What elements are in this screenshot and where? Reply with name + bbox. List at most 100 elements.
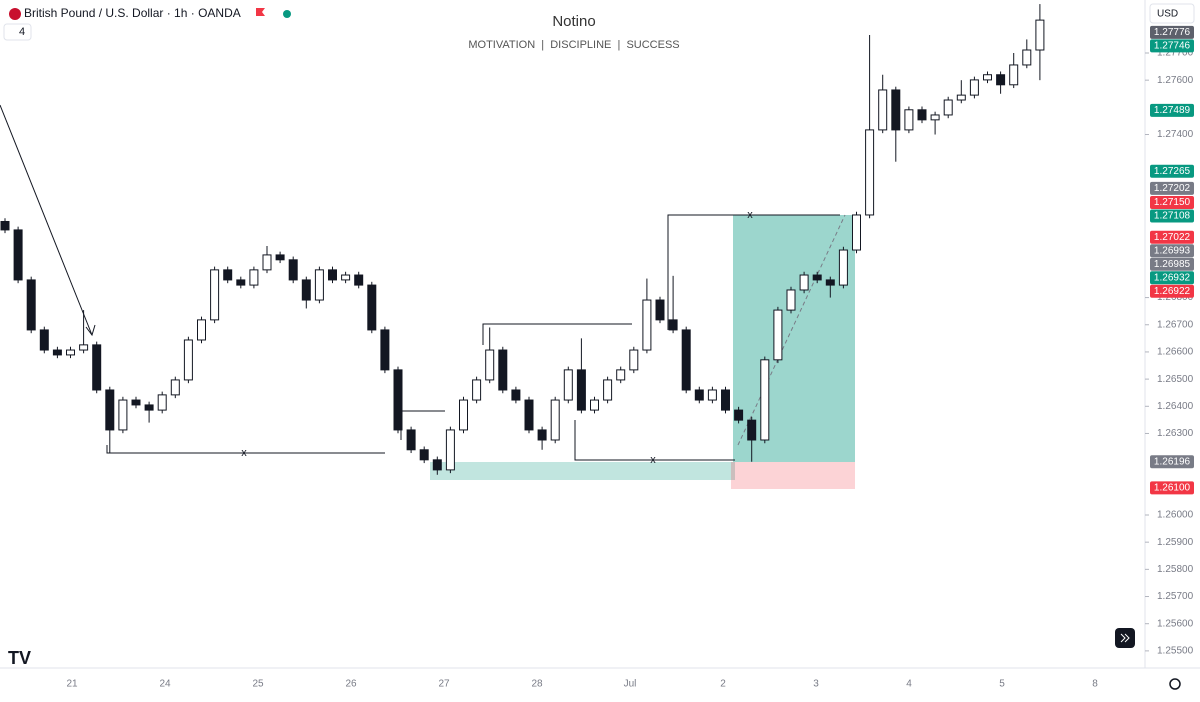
level-line [106, 445, 385, 454]
price-label: 1.26196 [1154, 456, 1191, 467]
y-tick-label: 1.26700 [1157, 319, 1194, 330]
candle-body [825, 279, 835, 286]
price-label: 1.27776 [1154, 27, 1191, 38]
candle-body [838, 249, 848, 286]
candle-body [406, 429, 416, 451]
candle-body [223, 269, 233, 281]
candle-body [707, 389, 717, 401]
symbol-title: British Pound / U.S. Dollar · 1h · OANDA [24, 6, 241, 20]
candle-body [459, 399, 468, 431]
candle-body [511, 389, 521, 401]
candle-body [131, 399, 141, 406]
candle-body [39, 329, 49, 351]
loss-zone [731, 462, 855, 489]
x-tick-label: 26 [345, 679, 357, 690]
price-label: 1.27265 [1154, 166, 1191, 177]
price-label-box [1150, 455, 1194, 469]
candle-body [249, 269, 259, 286]
candle-body [812, 274, 822, 281]
level-label: x [241, 447, 247, 459]
price-label-box [1150, 284, 1194, 298]
candle-body [498, 349, 508, 391]
price-label-box [1150, 39, 1194, 53]
candle-body [26, 279, 36, 331]
candle-body [524, 399, 534, 431]
candle-body [472, 379, 482, 401]
y-tick-label: 1.25800 [1157, 564, 1194, 575]
candle-body [275, 254, 285, 261]
candle-body [760, 359, 770, 441]
candle-body [786, 289, 796, 311]
y-tick-label: 1.27600 [1157, 75, 1194, 86]
candle-body [904, 109, 914, 131]
x-tick-label: 24 [159, 679, 171, 690]
candle-body [380, 329, 390, 371]
candle-body [603, 379, 613, 401]
market-flag [256, 8, 265, 16]
candle-body [13, 229, 23, 281]
candle-body [0, 220, 10, 231]
price-label-box [1150, 164, 1194, 178]
currency-button[interactable] [1149, 3, 1195, 24]
x-tick-label: 3 [813, 679, 819, 690]
candle-body [144, 404, 154, 411]
candle-body [930, 114, 940, 121]
candle-body [956, 94, 966, 101]
logo: TV [8, 648, 31, 668]
candle-body [721, 389, 730, 411]
candle-body [917, 109, 927, 121]
y-tick-label: 1.25500 [1157, 646, 1194, 657]
price-label: 1.27108 [1154, 211, 1191, 222]
plot: 1.277001.276001.274001.268001.267001.266… [0, 4, 1194, 690]
candle-body [354, 274, 364, 286]
candle-body [183, 339, 193, 381]
price-label: 1.27150 [1154, 197, 1191, 208]
candle-body [891, 89, 901, 131]
candle-body [616, 369, 626, 381]
candle-body [92, 344, 102, 391]
price-label-box [1150, 257, 1194, 271]
candle-body [590, 399, 599, 411]
candle-body [655, 299, 665, 321]
price-label: 1.27022 [1154, 232, 1191, 243]
range-line [482, 323, 632, 345]
candle-body [969, 79, 979, 96]
candle-body [537, 429, 547, 441]
currency: USD [1157, 9, 1178, 20]
candle-body [1009, 64, 1019, 86]
indicator-toggle[interactable] [3, 23, 32, 41]
candle-body [642, 299, 652, 351]
candle-body [314, 269, 324, 301]
candle-body [747, 419, 757, 441]
candle-body [432, 459, 442, 471]
candle-body [681, 329, 691, 391]
candle-body [341, 274, 351, 281]
candle-body [629, 349, 639, 371]
price-label-box [1150, 195, 1194, 209]
indicator-count: 4 [19, 26, 25, 38]
y-tick-label: 1.26500 [1157, 374, 1194, 385]
candle-body [773, 309, 783, 361]
price-label: 1.27746 [1154, 40, 1191, 51]
candle-body [865, 129, 875, 216]
candle-body [550, 399, 560, 441]
candle-body [1022, 49, 1032, 66]
x-tick-label: 2 [720, 679, 726, 690]
candle-body [262, 254, 272, 271]
price-label-box [1150, 103, 1194, 117]
y-tick-label: 1.25900 [1157, 537, 1194, 548]
candle-body [1035, 19, 1045, 51]
x-tick-label: 28 [531, 679, 543, 690]
y-tick-label: 1.26600 [1157, 347, 1194, 358]
price-label: 1.26932 [1154, 272, 1191, 283]
candle-body [983, 74, 992, 81]
candle-body [197, 319, 206, 341]
y-tick-label: 1.26400 [1157, 401, 1194, 412]
settings-icon[interactable] [1169, 678, 1181, 690]
x-tick-label: 25 [252, 679, 264, 690]
candle-body [393, 369, 403, 431]
candle-body [799, 274, 809, 291]
candle-body [170, 379, 180, 396]
flag-icon [9, 8, 21, 20]
